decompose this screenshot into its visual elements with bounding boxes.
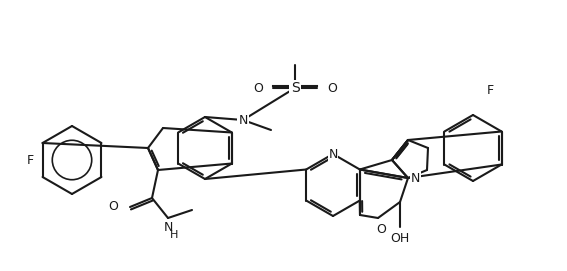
Text: S: S	[291, 81, 299, 95]
Text: F: F	[27, 153, 33, 166]
Text: F: F	[486, 85, 493, 98]
Text: N: N	[411, 172, 420, 185]
Text: N: N	[328, 147, 338, 160]
Text: N: N	[163, 221, 173, 234]
Text: O: O	[327, 82, 337, 95]
Text: N: N	[238, 114, 248, 127]
Text: O: O	[376, 223, 386, 236]
Text: H: H	[170, 230, 179, 240]
Text: O: O	[108, 201, 118, 214]
Text: OH: OH	[390, 232, 409, 245]
Text: O: O	[253, 82, 263, 95]
